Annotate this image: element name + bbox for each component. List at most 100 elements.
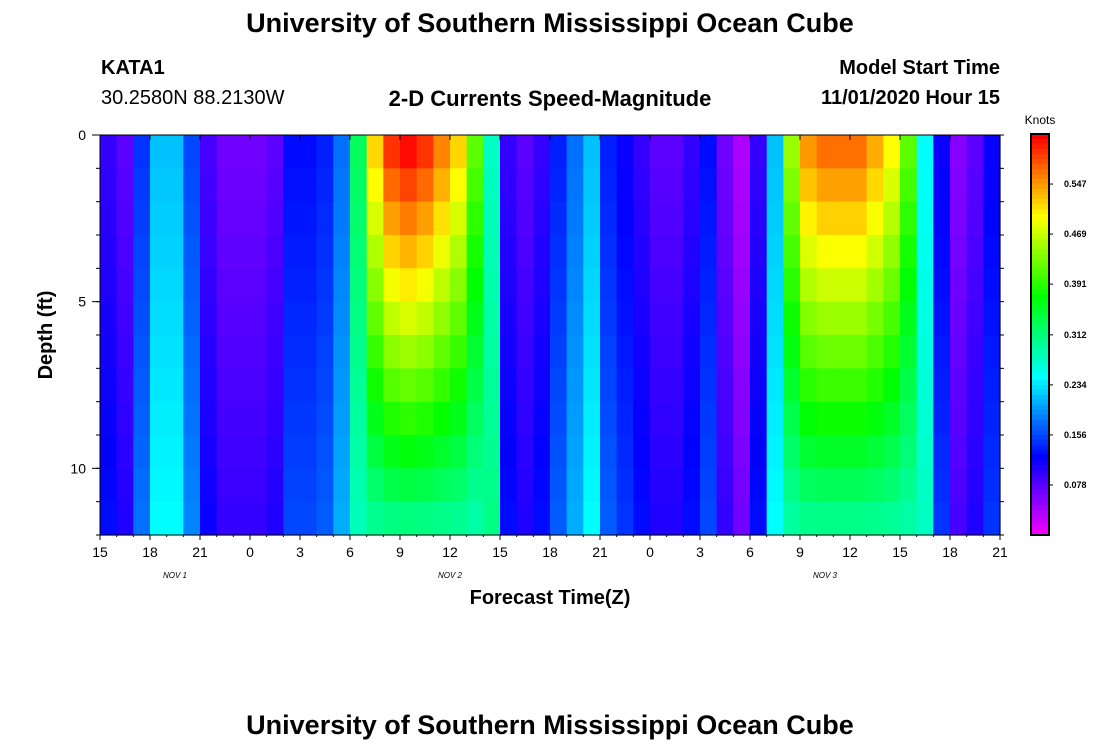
x-tick-label: 0 xyxy=(646,544,654,560)
heatmap-cell xyxy=(350,435,368,469)
heatmap-cell xyxy=(150,335,168,369)
heatmap-cell xyxy=(900,135,918,169)
heatmap-cell xyxy=(533,201,551,236)
colorbar-segment xyxy=(1031,259,1049,265)
colorbar-segment xyxy=(1031,464,1049,471)
date-label: NOV 3 xyxy=(813,571,838,580)
heatmap-cell xyxy=(600,268,618,303)
heatmap-cell xyxy=(500,268,518,303)
heatmap-cell xyxy=(333,335,351,369)
heatmap-cell xyxy=(316,335,334,369)
heatmap-cell xyxy=(766,468,784,503)
heatmap-cell xyxy=(366,335,384,369)
heatmap-cell xyxy=(600,301,618,336)
heatmap-cell xyxy=(300,501,318,536)
heatmap-cell xyxy=(733,501,751,536)
heatmap-cell xyxy=(550,235,568,269)
heatmap-cell xyxy=(883,401,901,436)
heatmap-cell xyxy=(233,235,251,269)
footer-title: University of Southern Mississippi Ocean… xyxy=(246,710,854,740)
heatmap-cell xyxy=(183,135,201,169)
heatmap-cell xyxy=(916,301,934,336)
heatmap-cell xyxy=(250,301,268,336)
colorbar-segment xyxy=(1031,429,1049,436)
heatmap-cell xyxy=(816,201,834,236)
colorbar-segment xyxy=(1031,269,1049,275)
heatmap-cell xyxy=(900,435,918,469)
colorbar-segment xyxy=(1031,234,1049,240)
heatmap-cell xyxy=(950,268,968,303)
heatmap-cell xyxy=(833,401,851,436)
colorbar-tick-label: 0.469 xyxy=(1064,229,1087,239)
heatmap-cell xyxy=(750,335,768,369)
heatmap-cell xyxy=(633,435,651,469)
colorbar-segment xyxy=(1031,399,1049,406)
heatmap-cell xyxy=(633,168,651,203)
x-tick-label: 15 xyxy=(92,544,108,560)
heatmap-cell xyxy=(750,501,768,536)
heatmap-cell xyxy=(450,401,468,436)
heatmap-cell xyxy=(750,235,768,269)
heatmap-cell xyxy=(133,435,151,469)
heatmap-cell xyxy=(333,501,351,536)
heatmap-cell xyxy=(116,301,134,336)
x-tick-label: 3 xyxy=(696,544,704,560)
heatmap-cell xyxy=(650,201,668,236)
heatmap-cell xyxy=(950,301,968,336)
heatmap-cell xyxy=(350,301,368,336)
heatmap-cell xyxy=(333,268,351,303)
heatmap-cell xyxy=(933,135,951,169)
heatmap-cell xyxy=(733,135,751,169)
heatmap-cell xyxy=(800,168,818,203)
y-axis: 0 5 10 xyxy=(70,127,1004,536)
colorbar-segment xyxy=(1031,434,1049,441)
heatmap-cell xyxy=(433,435,451,469)
heatmap-cell xyxy=(216,301,234,336)
heatmap-cell xyxy=(816,501,834,536)
colorbar-segment xyxy=(1031,244,1049,250)
heatmap-cell xyxy=(616,301,634,336)
heatmap-cell xyxy=(316,201,334,236)
x-axis-label: Forecast Time(Z) xyxy=(470,587,631,609)
heatmap-cell xyxy=(816,335,834,369)
heatmap-cell xyxy=(166,401,184,436)
heatmap-cell xyxy=(816,235,834,269)
colorbar-tick-label: 0.391 xyxy=(1064,279,1087,289)
heatmap-cell xyxy=(266,235,284,269)
heatmap-cell xyxy=(150,368,168,403)
heatmap-cell xyxy=(733,468,751,503)
heatmap-cell xyxy=(633,468,651,503)
heatmap-cell xyxy=(383,401,401,436)
heatmap-cell xyxy=(900,368,918,403)
heatmap-cell xyxy=(633,201,651,236)
heatmap-cell xyxy=(100,268,118,303)
heatmap-cell xyxy=(416,401,434,436)
heatmap-cell xyxy=(416,435,434,469)
heatmap-cell xyxy=(100,335,118,369)
heatmap-cell xyxy=(950,135,968,169)
colorbar-segment xyxy=(1031,419,1049,426)
colorbar-segment xyxy=(1031,509,1049,516)
colorbar-segment xyxy=(1031,139,1049,145)
colorbar-segment xyxy=(1031,424,1049,431)
heatmap-cell xyxy=(500,168,518,203)
heatmap-cell xyxy=(266,501,284,536)
colorbar-segment xyxy=(1031,354,1049,361)
heatmap-cell xyxy=(566,401,584,436)
heatmap-cell xyxy=(150,201,168,236)
colorbar-segment xyxy=(1031,189,1049,195)
heatmap-cell xyxy=(466,368,484,403)
heatmap-cell xyxy=(183,401,201,436)
heatmap-cell xyxy=(700,135,718,169)
heatmap-cell xyxy=(116,135,134,169)
heatmap-cell xyxy=(250,401,268,436)
colorbar-segment xyxy=(1031,439,1049,446)
heatmap-cell xyxy=(550,335,568,369)
heatmap-cell xyxy=(866,268,884,303)
heatmap-cell xyxy=(833,435,851,469)
colorbar-segment xyxy=(1031,194,1049,200)
colorbar-segment xyxy=(1031,414,1049,421)
heatmap-cell xyxy=(333,201,351,236)
colorbar-tick-label: 0.547 xyxy=(1064,179,1087,189)
heatmap-cell xyxy=(916,135,934,169)
